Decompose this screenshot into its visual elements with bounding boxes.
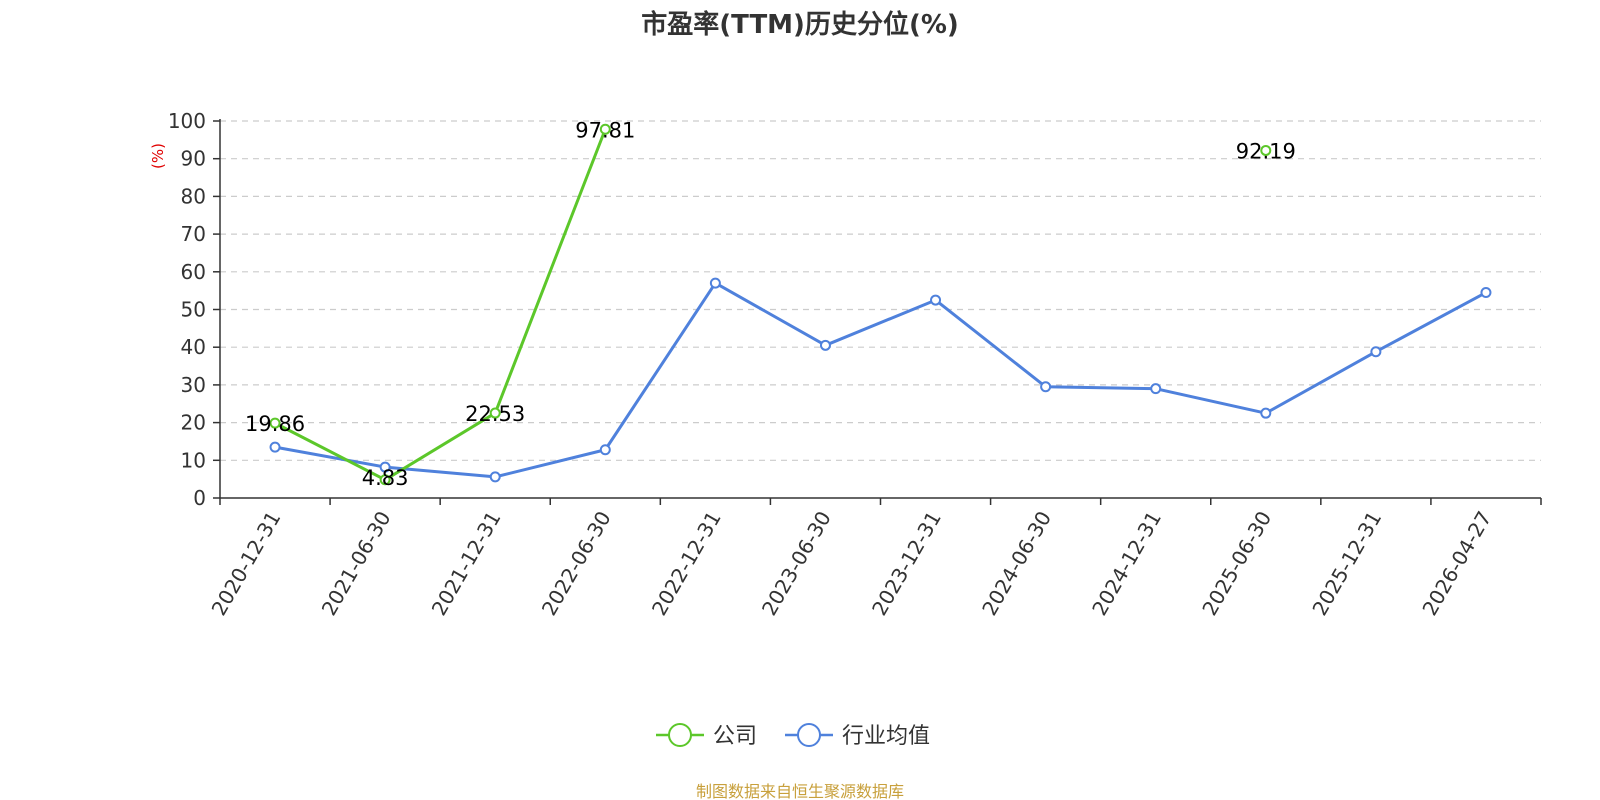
legend-item-company: 公司 [656, 723, 757, 749]
y-tick-label: 30 [181, 373, 206, 397]
legend: 公司 行业均值 [656, 723, 930, 749]
data-point [599, 444, 611, 456]
data-point [379, 461, 391, 473]
series-company [269, 123, 1272, 486]
data-point [1260, 144, 1272, 156]
data-point [1480, 287, 1492, 299]
data-point [489, 471, 501, 483]
data-point [379, 474, 391, 486]
y-tick-label: 10 [181, 448, 206, 472]
y-tick-label: 70 [181, 222, 206, 246]
legend-item-industry-average: 行业均值 [785, 723, 930, 749]
x-tick-label: 2020-12-31 [207, 507, 286, 620]
x-tick-label: 2024-06-30 [977, 507, 1056, 620]
x-tick-label: 2023-06-30 [757, 507, 836, 620]
series-layer [269, 123, 1492, 486]
y-tick-label: 90 [181, 147, 206, 171]
legend-marker [668, 723, 692, 747]
data-point [1150, 383, 1162, 395]
y-tick-label: 0 [193, 486, 206, 510]
series-line [274, 281, 1487, 479]
data-point [269, 441, 281, 453]
y-tick-label: 40 [181, 335, 206, 359]
grid-lines [220, 120, 1541, 461]
data-point [819, 339, 831, 351]
x-tick-label: 2025-12-31 [1307, 507, 1386, 620]
data-label: 92.19 [1236, 139, 1296, 163]
data-point [1260, 407, 1272, 419]
y-tick-label: 80 [181, 184, 206, 208]
x-tick-label: 2024-12-31 [1087, 507, 1166, 620]
data-labels: 19.86 4.83 22.53 97.81 92.19 [245, 118, 1296, 490]
series-line [274, 128, 607, 482]
y-tick-label: 100 [168, 109, 206, 133]
y-axis-unit: (%) [149, 143, 167, 169]
data-point [709, 277, 721, 289]
data-label: 22.53 [465, 402, 525, 426]
y-tick-label: 20 [181, 411, 206, 435]
legend-marker [797, 723, 821, 747]
x-tick-label: 2022-12-31 [647, 507, 726, 620]
data-source-note: 制图数据来自恒生聚源数据库 [696, 782, 904, 800]
y-tick-label: 50 [181, 298, 206, 322]
data-point [599, 123, 611, 135]
x-tick-label: 2021-06-30 [317, 507, 396, 620]
legend-label: 公司 [713, 724, 757, 749]
data-point [1370, 346, 1382, 358]
x-tick-label: 2023-12-31 [867, 507, 946, 620]
x-tick-label: 2026-04-27 [1417, 507, 1496, 620]
data-point [1040, 381, 1052, 393]
data-point [269, 417, 281, 429]
x-tick-label: 2025-06-30 [1197, 507, 1276, 620]
axes: 0 10 20 30 40 50 60 70 80 90 100 2020-12-31 2021-06-… [168, 109, 1542, 620]
data-point [489, 407, 501, 419]
x-tick-label: 2022-06-30 [537, 507, 616, 620]
legend-label: 行业均值 [842, 724, 930, 749]
data-point [930, 294, 942, 306]
data-label: 4.83 [362, 466, 409, 490]
x-tick-label: 2021-12-31 [427, 507, 506, 620]
chart-title: 市盈率(TTM)历史分位(%) [641, 9, 959, 40]
series-industry-average [269, 277, 1492, 483]
data-label: 19.86 [245, 412, 305, 436]
data-label: 97.81 [575, 118, 635, 142]
y-tick-label: 60 [181, 260, 206, 284]
